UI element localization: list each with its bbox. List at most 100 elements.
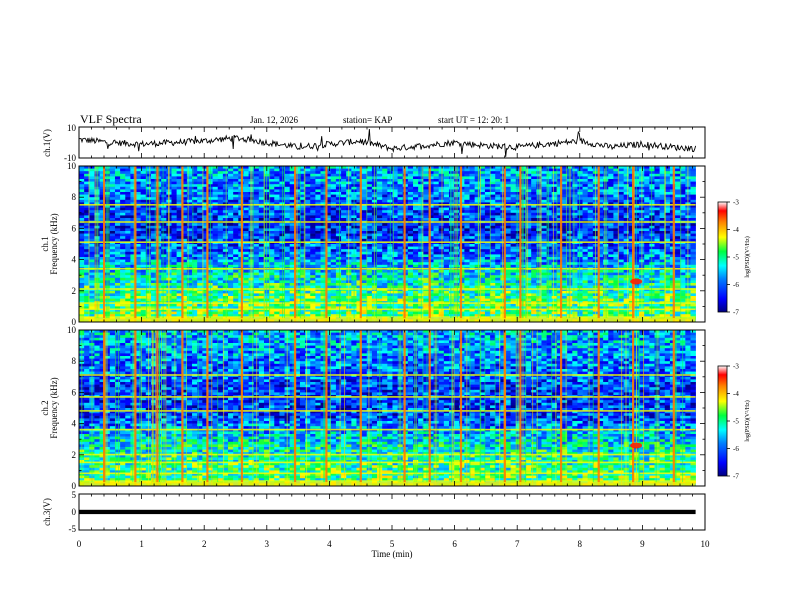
spectrogram-cell: [613, 189, 619, 193]
spectrogram-cell: [407, 236, 414, 240]
spectrogram-cell: [320, 236, 326, 240]
spectrogram-cell: [510, 231, 517, 234]
spectrogram-cell: [397, 231, 404, 234]
spectrogram-cell: [546, 210, 553, 214]
spectrogram-cell: [562, 215, 568, 219]
station-label: station= KAP: [343, 115, 392, 125]
spectrogram-cell: [654, 189, 660, 193]
spectrogram-cell: [618, 192, 624, 195]
spectrogram-cell: [515, 202, 522, 206]
spectrogram-cell: [597, 215, 604, 219]
spectrogram-cell: [407, 262, 414, 266]
spectrogram-cell: [413, 186, 419, 190]
spectrogram-cell: [135, 236, 141, 240]
spectrogram-cell: [228, 264, 234, 268]
spectrogram-cell: [505, 238, 511, 242]
spectrogram-cell: [680, 233, 686, 237]
spectrogram-cell: [659, 251, 666, 255]
spectrogram-cell: [150, 257, 157, 260]
spectrogram-cell: [515, 238, 522, 242]
spectrogram-cell: [669, 166, 676, 169]
spectrogram-cell: [366, 259, 373, 263]
spectrogram-cell: [490, 202, 496, 206]
spectrogram-cell: [582, 236, 588, 240]
spectrogram-cell: [515, 215, 522, 219]
spectrogram-cell: [675, 228, 681, 232]
spectrogram-cell: [84, 233, 90, 237]
spectrogram-cell: [536, 251, 542, 255]
spectrogram-cell: [99, 228, 105, 232]
spectrogram-cell: [258, 181, 265, 185]
spectrogram-cell: [618, 199, 624, 203]
spectrogram-cell: [150, 231, 157, 234]
spectrogram-cell: [284, 168, 290, 172]
spectrogram-cell: [99, 249, 105, 253]
spectrogram-cell: [505, 212, 511, 216]
spectrogram-cell: [664, 233, 671, 237]
spectrogram-cell: [587, 218, 594, 221]
spectrogram-cell: [546, 246, 553, 250]
spectrogram-cell: [366, 202, 373, 206]
spectrogram-cell: [89, 249, 95, 253]
spectrogram-cell: [197, 205, 203, 208]
spectrogram-cell: [320, 184, 326, 188]
spectrogram-cell: [541, 231, 547, 234]
spectrogram-cell: [474, 228, 481, 232]
spectrogram-cell: [284, 184, 290, 188]
spectrogram-cell: [248, 244, 255, 247]
spectrogram-cell: [407, 212, 414, 216]
spectrogram-cell: [330, 166, 337, 169]
spectrogram-cell: [284, 202, 290, 206]
spectrogram-cell: [669, 181, 676, 185]
spectrogram-cell: [495, 254, 501, 258]
spectrogram-cell: [623, 186, 630, 190]
spectrogram-cell: [84, 181, 90, 185]
spectrogram-cell: [577, 236, 583, 240]
spectrogram-cell: [299, 202, 306, 206]
spectrogram-cell: [495, 228, 501, 232]
spectrogram-cell: [89, 181, 95, 185]
spectrogram-cell: [526, 236, 532, 240]
spectrogram-cell: [551, 218, 558, 221]
spectrogram-cell: [474, 246, 481, 250]
spectrogram-cell: [546, 225, 553, 229]
spectrogram-cell: [510, 254, 517, 258]
spectrogram-cell: [284, 249, 290, 253]
spectrogram-cell: [248, 210, 255, 214]
spectrogram-cell: [433, 251, 439, 255]
spectrogram-cell: [99, 246, 105, 250]
spectrogram-cell: [669, 205, 676, 208]
spectrogram-cell: [515, 257, 522, 260]
spectrogram-cell: [233, 238, 239, 242]
spectrogram-cell: [659, 212, 666, 216]
spectrogram-cell: [413, 215, 419, 219]
spectrogram-cell: [320, 225, 326, 229]
spectrogram-cell: [99, 184, 105, 188]
spectrogram-cell: [109, 236, 116, 240]
spectrogram-cell: [120, 168, 126, 172]
spectrogram-cell: [541, 210, 547, 214]
spectrogram-cell: [515, 244, 522, 247]
spectrogram-cell: [531, 251, 537, 255]
spectrogram-cell: [454, 254, 460, 258]
spectrogram-cell: [269, 231, 275, 234]
spectrogram-cell: [541, 207, 547, 211]
spectrogram-cell: [176, 244, 183, 247]
spectrogram-cell: [659, 176, 666, 180]
spectrogram-cell: [222, 225, 229, 229]
spectrogram-cell: [248, 179, 255, 182]
spectrogram-cell: [608, 228, 614, 232]
spectrogram-cell: [664, 210, 671, 214]
spectrogram-cell: [669, 194, 676, 198]
spectrogram-cell: [222, 168, 229, 172]
spectrogram-cell: [202, 168, 208, 172]
spectrogram-cell: [186, 218, 193, 221]
spectrogram-cell: [341, 176, 347, 180]
spectrogram-cell: [310, 259, 316, 263]
spectrogram-cell: [186, 246, 193, 250]
spectrogram-cell: [618, 176, 624, 180]
spectrogram-cell: [315, 171, 321, 175]
spectrogram-cell: [577, 184, 583, 188]
spectrogram-cell: [161, 251, 167, 255]
spectrogram-cell: [454, 171, 460, 175]
